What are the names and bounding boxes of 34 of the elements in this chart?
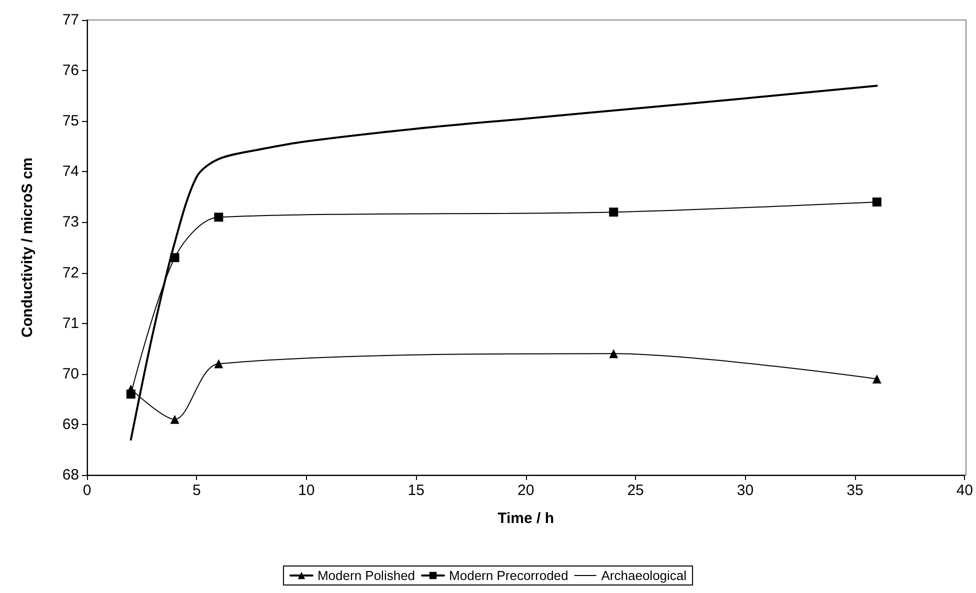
line-series — [130, 84, 878, 441]
x-tick-label: 10 — [298, 482, 315, 499]
y-tick-label: 77 — [62, 12, 79, 28]
y-tick-label: 76 — [62, 62, 79, 80]
y-tick-label: 68 — [62, 466, 79, 484]
y-tick-label: 69 — [62, 416, 79, 433]
x-tick-label: 5 — [192, 482, 201, 499]
point — [872, 198, 882, 206]
point — [609, 349, 618, 358]
x-tick-label: 30 — [736, 482, 754, 499]
x-tick-label: 35 — [846, 482, 864, 499]
point — [170, 253, 180, 262]
x-tick-label: 20 — [517, 482, 534, 499]
point — [872, 374, 882, 384]
x-tick-label: 15 — [408, 482, 424, 499]
y-axis-title: Conductivity / microS cm — [19, 157, 36, 338]
legend-label: Modern Polished — [317, 568, 416, 583]
point — [214, 359, 224, 368]
y-tick-label: 72 — [62, 264, 79, 282]
x-tick-label: 0 — [82, 482, 92, 499]
point — [214, 212, 224, 222]
x-tick-label: 40 — [956, 482, 973, 499]
y-tick-label: 71 — [62, 314, 79, 332]
point — [609, 208, 618, 217]
x-tick-label: 25 — [627, 482, 644, 499]
legend-label: Archaeological — [601, 568, 687, 583]
y-tick-label: 74 — [62, 163, 79, 180]
point — [170, 414, 180, 424]
y-tick-label: 75 — [62, 112, 79, 130]
y-tick-label: 70 — [62, 365, 79, 382]
x-axis-title: Time / h — [498, 510, 554, 527]
y-tick-label: 73 — [62, 214, 79, 231]
point — [126, 390, 136, 399]
legend-label: Modern Precorroded — [449, 568, 568, 583]
